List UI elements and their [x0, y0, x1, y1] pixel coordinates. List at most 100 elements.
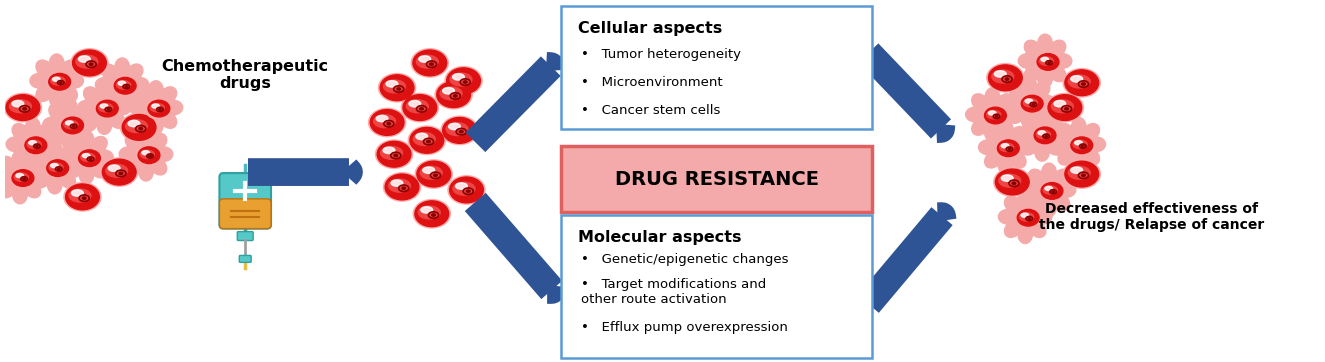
Ellipse shape	[460, 131, 464, 133]
Ellipse shape	[383, 173, 420, 201]
Ellipse shape	[107, 111, 125, 128]
Ellipse shape	[142, 151, 150, 155]
Ellipse shape	[119, 147, 139, 162]
Ellipse shape	[40, 137, 60, 152]
Circle shape	[1014, 206, 1036, 228]
Ellipse shape	[1032, 106, 1049, 123]
Ellipse shape	[89, 63, 93, 66]
Ellipse shape	[1008, 151, 1026, 168]
Text: DRUG RESISTANCE: DRUG RESISTANCE	[615, 169, 819, 189]
Ellipse shape	[449, 177, 484, 203]
Text: •   Target modifications and
other route activation: • Target modifications and other route a…	[580, 278, 766, 306]
Ellipse shape	[139, 127, 143, 130]
Ellipse shape	[15, 173, 28, 181]
Ellipse shape	[1081, 146, 1084, 147]
Ellipse shape	[1016, 209, 1040, 227]
Ellipse shape	[49, 127, 66, 145]
Ellipse shape	[73, 104, 90, 121]
Ellipse shape	[999, 143, 1014, 152]
Ellipse shape	[1022, 76, 1036, 96]
Ellipse shape	[449, 123, 460, 130]
Ellipse shape	[83, 111, 101, 128]
Ellipse shape	[139, 127, 154, 147]
Ellipse shape	[1063, 68, 1100, 97]
Ellipse shape	[78, 100, 97, 115]
Circle shape	[93, 97, 115, 118]
Ellipse shape	[456, 183, 468, 189]
Circle shape	[76, 146, 97, 168]
Ellipse shape	[66, 136, 83, 154]
Circle shape	[46, 70, 68, 92]
Circle shape	[1037, 179, 1060, 201]
Ellipse shape	[415, 160, 452, 188]
Circle shape	[1027, 104, 1031, 109]
Ellipse shape	[443, 88, 454, 94]
Ellipse shape	[36, 60, 53, 77]
Ellipse shape	[1018, 224, 1032, 244]
Ellipse shape	[62, 160, 82, 174]
Ellipse shape	[453, 74, 464, 80]
Ellipse shape	[12, 170, 34, 186]
Ellipse shape	[152, 104, 159, 108]
Ellipse shape	[1035, 141, 1049, 161]
Ellipse shape	[48, 73, 72, 91]
Ellipse shape	[996, 139, 1020, 157]
Ellipse shape	[403, 95, 437, 121]
Ellipse shape	[1071, 137, 1093, 153]
Ellipse shape	[135, 111, 152, 128]
Ellipse shape	[1052, 54, 1072, 68]
Ellipse shape	[49, 163, 64, 172]
Ellipse shape	[126, 88, 143, 105]
Ellipse shape	[111, 100, 131, 115]
Ellipse shape	[114, 77, 136, 94]
Circle shape	[135, 143, 156, 165]
Ellipse shape	[1052, 169, 1069, 187]
Ellipse shape	[1024, 64, 1041, 81]
Ellipse shape	[89, 158, 91, 160]
Ellipse shape	[413, 199, 450, 228]
Ellipse shape	[77, 117, 97, 132]
Ellipse shape	[118, 81, 126, 85]
Ellipse shape	[374, 115, 396, 128]
Circle shape	[70, 121, 76, 125]
Circle shape	[30, 146, 34, 151]
Circle shape	[144, 97, 167, 118]
Ellipse shape	[30, 73, 50, 88]
Ellipse shape	[409, 127, 444, 153]
Text: Decreased effectiveness of
the drugs/ Relapse of cancer: Decreased effectiveness of the drugs/ Re…	[1039, 202, 1264, 232]
Ellipse shape	[992, 70, 1014, 83]
Ellipse shape	[445, 67, 482, 95]
Ellipse shape	[417, 161, 450, 187]
Ellipse shape	[1008, 127, 1026, 144]
Ellipse shape	[1002, 175, 1014, 181]
Ellipse shape	[80, 164, 94, 184]
Ellipse shape	[23, 156, 41, 174]
Circle shape	[154, 109, 158, 114]
Circle shape	[1047, 57, 1051, 62]
Ellipse shape	[375, 140, 412, 168]
Circle shape	[58, 114, 81, 135]
FancyBboxPatch shape	[560, 215, 872, 358]
Circle shape	[66, 126, 72, 131]
Ellipse shape	[983, 106, 1007, 125]
Circle shape	[987, 110, 991, 114]
Ellipse shape	[95, 77, 115, 92]
Ellipse shape	[101, 104, 107, 108]
Ellipse shape	[57, 168, 60, 170]
Ellipse shape	[451, 73, 472, 86]
Ellipse shape	[76, 55, 98, 68]
Ellipse shape	[1043, 186, 1057, 194]
Ellipse shape	[1008, 82, 1026, 100]
Ellipse shape	[1012, 182, 1016, 185]
Ellipse shape	[433, 174, 437, 177]
Ellipse shape	[415, 201, 449, 227]
Ellipse shape	[1008, 106, 1026, 123]
Ellipse shape	[82, 153, 90, 158]
Ellipse shape	[1022, 95, 1043, 112]
Ellipse shape	[1068, 166, 1090, 179]
Circle shape	[23, 133, 44, 155]
Ellipse shape	[1041, 182, 1063, 199]
Ellipse shape	[80, 130, 94, 150]
Ellipse shape	[36, 146, 38, 147]
Ellipse shape	[401, 187, 405, 189]
